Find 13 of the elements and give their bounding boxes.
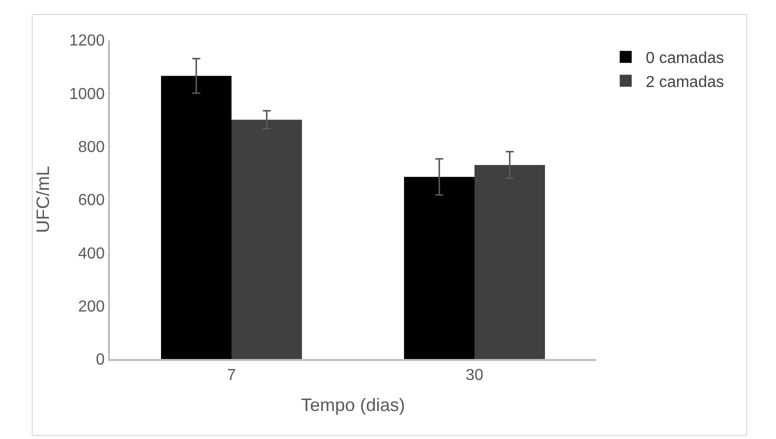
y-tick-label: 200 [78,298,105,316]
y-tick-label: 1200 [69,32,105,50]
y-tick-label: 600 [78,192,105,210]
legend-label: 0 camadas [646,50,724,68]
x-tick-label: 30 [466,367,484,384]
y-tick-label: 0 [96,352,105,369]
legend-label: 2 camadas [646,74,724,91]
y-tick-label: 800 [78,138,105,156]
x-axis-title: Tempo (dias) [300,394,406,415]
y-tick-label: 1000 [69,86,105,103]
y-tick-label: 400 [78,245,105,262]
y-axis-title: UFC/mL [32,166,53,233]
x-tick-label: 7 [227,367,236,384]
